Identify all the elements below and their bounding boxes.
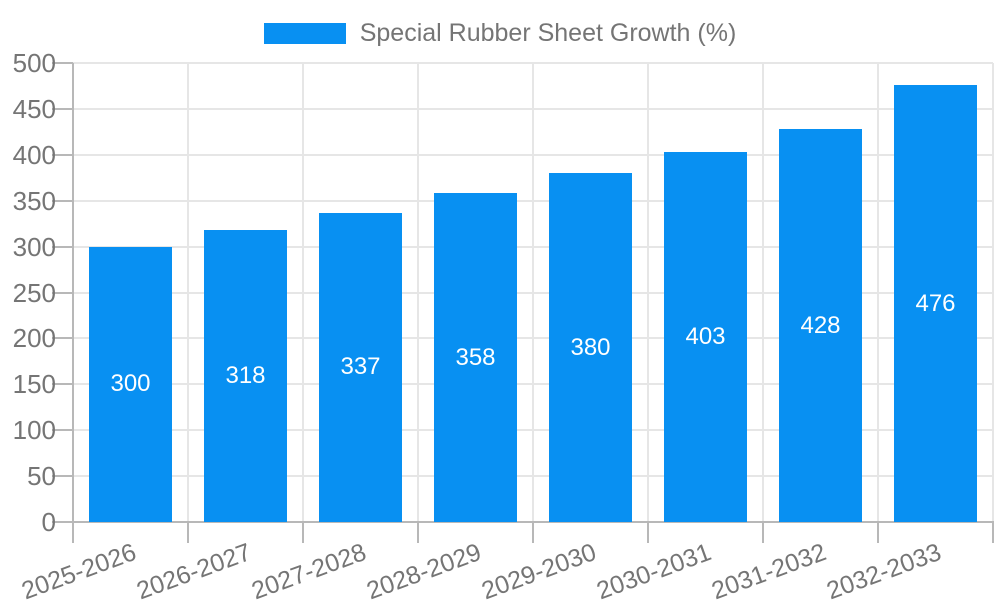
v-gridline	[302, 63, 304, 522]
y-axis-label: 100	[12, 415, 56, 446]
y-axis-tick	[52, 62, 73, 64]
x-axis-tick	[992, 522, 994, 543]
x-axis-tick	[877, 522, 879, 543]
y-axis-tick	[52, 429, 73, 432]
bar-value-label: 358	[455, 343, 496, 371]
v-gridline	[762, 63, 764, 522]
y-axis-tick	[52, 475, 73, 478]
bar-value-label: 300	[110, 370, 151, 398]
y-axis-label: 150	[12, 369, 56, 400]
v-gridline	[877, 63, 879, 522]
v-gridline	[647, 63, 649, 522]
y-axis-tick	[52, 337, 73, 340]
bar: 380	[549, 173, 632, 522]
y-axis-label: 0	[41, 507, 56, 537]
y-axis-tick	[52, 245, 73, 248]
y-axis-tick	[52, 291, 73, 294]
y-axis-label: 250	[12, 277, 56, 308]
y-axis-tick	[52, 107, 73, 110]
bar: 358	[434, 193, 517, 522]
x-axis-tick	[647, 522, 649, 543]
y-axis-label: 350	[12, 185, 56, 216]
bar: 300	[89, 246, 172, 522]
y-axis-tick	[52, 521, 73, 523]
y-axis-label: 200	[12, 323, 56, 354]
bar: 403	[664, 152, 747, 522]
chart-legend[interactable]: Special Rubber Sheet Growth (%)	[0, 20, 1000, 46]
y-axis-line	[72, 63, 74, 522]
x-axis-line	[72, 521, 994, 523]
y-axis-tick	[52, 153, 73, 156]
x-axis-tick	[762, 522, 764, 543]
legend-swatch	[263, 22, 346, 44]
legend-label: Special Rubber Sheet Growth (%)	[359, 19, 737, 47]
y-axis-label: 500	[12, 48, 56, 78]
bar: 428	[779, 129, 862, 522]
bar: 476	[894, 85, 977, 522]
bar-value-label: 380	[570, 333, 611, 361]
bar-value-label: 428	[800, 311, 841, 339]
x-axis-tick	[417, 522, 419, 543]
x-axis-tick	[302, 522, 304, 543]
bar: 337	[319, 212, 402, 522]
y-axis-label: 300	[12, 231, 56, 262]
v-gridline	[187, 63, 189, 522]
bar-value-label: 318	[225, 362, 266, 390]
bar: 318	[204, 230, 287, 522]
y-axis-label: 400	[12, 139, 56, 170]
bar-value-label: 337	[340, 353, 381, 381]
v-gridline	[992, 63, 994, 522]
v-gridline	[417, 63, 419, 522]
y-axis-label: 450	[12, 93, 56, 124]
y-axis-tick	[52, 383, 73, 386]
v-gridline	[532, 63, 534, 522]
bar-value-label: 476	[915, 289, 956, 317]
x-axis-tick	[187, 522, 189, 543]
y-axis-tick	[52, 199, 73, 202]
y-axis-label: 50	[27, 461, 56, 492]
bar-value-label: 403	[685, 323, 726, 350]
x-axis-tick	[72, 522, 74, 543]
x-axis-tick	[532, 522, 534, 543]
